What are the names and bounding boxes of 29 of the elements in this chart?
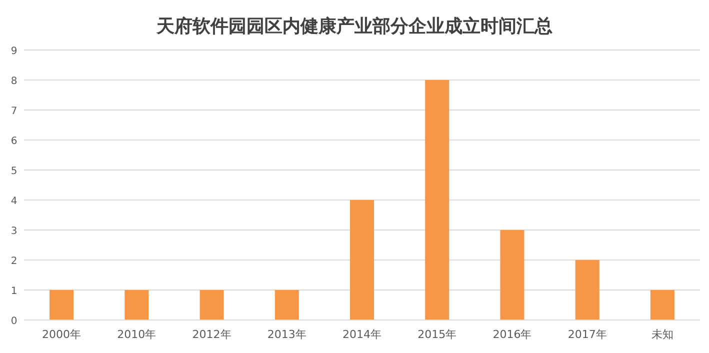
x-tick-label: 2000年 bbox=[42, 328, 82, 341]
y-tick-label: 0 bbox=[10, 316, 18, 327]
y-tick-label: 4 bbox=[10, 196, 18, 207]
bar bbox=[50, 290, 74, 320]
bar bbox=[650, 290, 674, 320]
y-tick-label: 9 bbox=[10, 46, 18, 57]
x-tick-label: 2016年 bbox=[492, 328, 532, 341]
y-tick-label: 6 bbox=[10, 136, 18, 147]
y-tick-label: 8 bbox=[10, 76, 18, 87]
x-tick-label: 2014年 bbox=[342, 328, 382, 341]
bar bbox=[124, 290, 149, 320]
bar bbox=[575, 260, 600, 320]
bar bbox=[200, 290, 224, 320]
x-tick-label: 2017年 bbox=[568, 328, 607, 341]
bar bbox=[425, 80, 450, 320]
y-tick-label: 7 bbox=[10, 106, 18, 117]
x-tick-label: 2013年 bbox=[267, 328, 306, 341]
y-tick-label: 5 bbox=[10, 166, 18, 177]
y-tick-label: 2 bbox=[10, 256, 18, 267]
x-tick-label: 2012年 bbox=[192, 328, 232, 341]
y-tick-label: 3 bbox=[10, 226, 18, 237]
bar bbox=[350, 200, 374, 320]
x-tick-label: 未知 bbox=[651, 328, 674, 341]
chart-title: 天府软件园园区内健康产业部分企业成立时间汇总 bbox=[156, 16, 552, 37]
bar bbox=[274, 290, 299, 320]
x-tick-label: 2010年 bbox=[117, 328, 156, 341]
bar bbox=[500, 230, 524, 320]
y-tick-label: 1 bbox=[10, 286, 18, 297]
x-tick-label: 2015年 bbox=[418, 328, 457, 341]
